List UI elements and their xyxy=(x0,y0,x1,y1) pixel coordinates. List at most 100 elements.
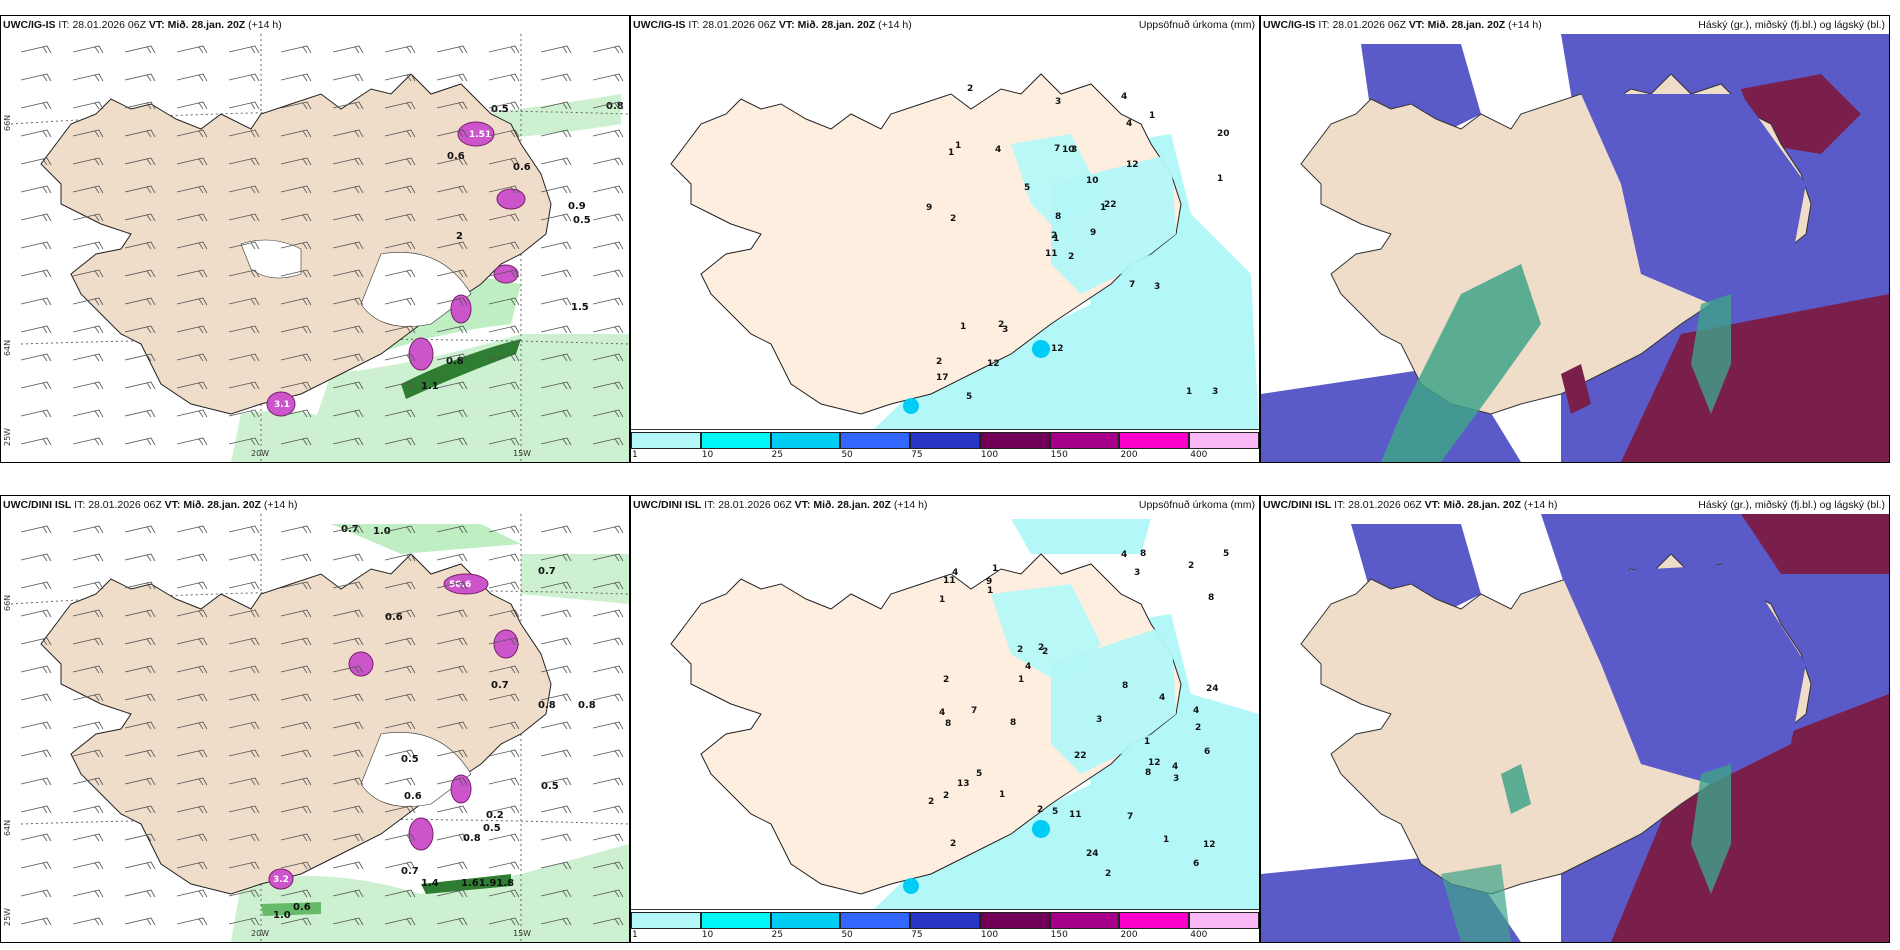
wind-barb xyxy=(72,721,104,730)
wind-barb xyxy=(228,917,260,926)
precip-value-label: 9 xyxy=(986,577,992,587)
precip-value-label: 10 xyxy=(1062,145,1075,155)
precip-value-label: 1 xyxy=(1018,675,1024,685)
wind-barb xyxy=(20,553,52,562)
wind-barb xyxy=(540,525,572,534)
legend-swatch xyxy=(770,432,841,449)
precip-value-label: 2 xyxy=(1188,561,1194,571)
wind-barb xyxy=(384,721,416,730)
map-value-label: 1.4 xyxy=(421,878,439,889)
wind-barb xyxy=(488,157,520,166)
legend-tick-label: 25 xyxy=(771,450,783,460)
wind-barb xyxy=(592,525,624,534)
panel-bottom-right-clouds: UWC/DINI ISL IT: 28.01.2026 06Z VT: Mið.… xyxy=(1260,495,1890,943)
wind-barb xyxy=(592,129,624,138)
map-area[interactable] xyxy=(1261,34,1889,462)
wind-barb xyxy=(332,325,364,334)
wind-barb xyxy=(228,213,260,222)
low-cloud xyxy=(1691,764,1731,894)
wind-barb xyxy=(436,241,468,250)
lon-label: 20W xyxy=(251,929,270,938)
glacier xyxy=(240,239,302,279)
precip-value-label: 4 xyxy=(939,708,945,718)
precip-value-label: 1 xyxy=(960,322,966,332)
map-svg: 2112134349232201112571015171210223139712… xyxy=(670,73,1259,432)
wind-barb xyxy=(124,777,156,786)
wind-barb xyxy=(124,805,156,814)
wind-barb xyxy=(332,889,364,898)
wind-barb xyxy=(488,213,520,222)
wind-barb xyxy=(592,805,624,814)
wind-barb xyxy=(488,749,520,758)
precip-value-label: 1 xyxy=(1053,234,1059,244)
precip-core xyxy=(903,398,919,414)
wind-barb xyxy=(436,525,468,534)
precip-value-label: 8 xyxy=(1145,768,1151,778)
wind-barb xyxy=(72,409,104,418)
wind-barb xyxy=(592,101,624,110)
wind-barb xyxy=(384,297,416,306)
legend-tick-label: 100 xyxy=(980,930,999,940)
wind-barb xyxy=(488,833,520,842)
map-value-label: 0.6 xyxy=(404,791,422,802)
wind-barb xyxy=(228,749,260,758)
legend-tick-label: 25 xyxy=(771,930,783,940)
wind-barb xyxy=(124,129,156,138)
wind-barb xyxy=(332,637,364,646)
wind-barb xyxy=(384,353,416,362)
precip-value-label: 12 xyxy=(1051,344,1064,354)
lead-time: (+14 h) xyxy=(1508,19,1542,31)
wind-barb xyxy=(176,185,208,194)
wind-barb xyxy=(488,437,520,446)
lead-time: (+14 h) xyxy=(878,19,912,31)
precip-value-label: 1 xyxy=(1149,111,1155,121)
wind-barb xyxy=(280,609,312,618)
precip-value-label: 11 xyxy=(1045,249,1058,259)
wind-barb xyxy=(540,45,572,54)
wind-barb xyxy=(20,609,52,618)
legend-swatch xyxy=(840,432,911,449)
map-svg: 0.7 1.0 0.7 50.6 0.5 0.7 1.4 1.61.91.8 1… xyxy=(10,514,629,942)
precip-area xyxy=(1051,154,1176,294)
wind-barb xyxy=(592,353,624,362)
wind-barb xyxy=(436,73,468,82)
wind-barb xyxy=(488,381,520,390)
wind-barb xyxy=(332,409,364,418)
precip-value-label: 1 xyxy=(1144,737,1150,747)
it-label: IT: xyxy=(1334,499,1346,511)
wind-barb xyxy=(72,889,104,898)
wind-barb xyxy=(436,129,468,138)
wind-barb xyxy=(488,581,520,590)
map-value-label: 0.7 xyxy=(401,866,419,877)
wind-barb xyxy=(540,297,572,306)
precip-value-label: 1 xyxy=(1186,387,1192,397)
wind-barb xyxy=(228,101,260,110)
wind-barb xyxy=(384,525,416,534)
wind-barb xyxy=(332,721,364,730)
precip-cells xyxy=(266,121,526,417)
wind-barb xyxy=(488,45,520,54)
wind-barb xyxy=(384,381,416,390)
precip-core xyxy=(903,878,919,894)
map-area[interactable] xyxy=(1261,514,1889,942)
wind-barb xyxy=(592,637,624,646)
wind-barb xyxy=(72,805,104,814)
wind-barb xyxy=(228,325,260,334)
wind-barb xyxy=(384,917,416,926)
wind-barb xyxy=(384,861,416,870)
legend-tick-label: 10 xyxy=(701,930,714,940)
wind-barb xyxy=(124,185,156,194)
map-area[interactable]: 2 1 1 2 1 3 4 3 4 9 2 3 2 20 11 12 5 7 10 1 5 17 12 10 22 3 1 3 9 7 1 2… xyxy=(631,34,1259,432)
legend-swatch xyxy=(631,912,701,929)
legend-swatch xyxy=(700,432,771,449)
it-value: 28.01.2026 06Z xyxy=(72,19,146,31)
wind-barb xyxy=(124,861,156,870)
wind-barb xyxy=(384,637,416,646)
wind-barb xyxy=(72,129,104,138)
map-area[interactable]: 0.5 0.8 1.51 3.1 1.1 0.8 0.6 0.9 0.6 0.5 2 1.… xyxy=(1,34,629,462)
wind-barb xyxy=(384,409,416,418)
wind-barb xyxy=(592,889,624,898)
wind-barb xyxy=(228,381,260,390)
map-area[interactable]: 1 2 2 1 2 1 2 3 2 2 1 4 11 12 2 24 22 3 2 5 5 2 1 6 4 9 12 8 1 4 24 7 4 8… xyxy=(631,514,1259,912)
map-area[interactable]: 0.7 1.0 0.7 50.6 0.5 0.7 1.4 1.61.91.8 1… xyxy=(1,514,629,942)
